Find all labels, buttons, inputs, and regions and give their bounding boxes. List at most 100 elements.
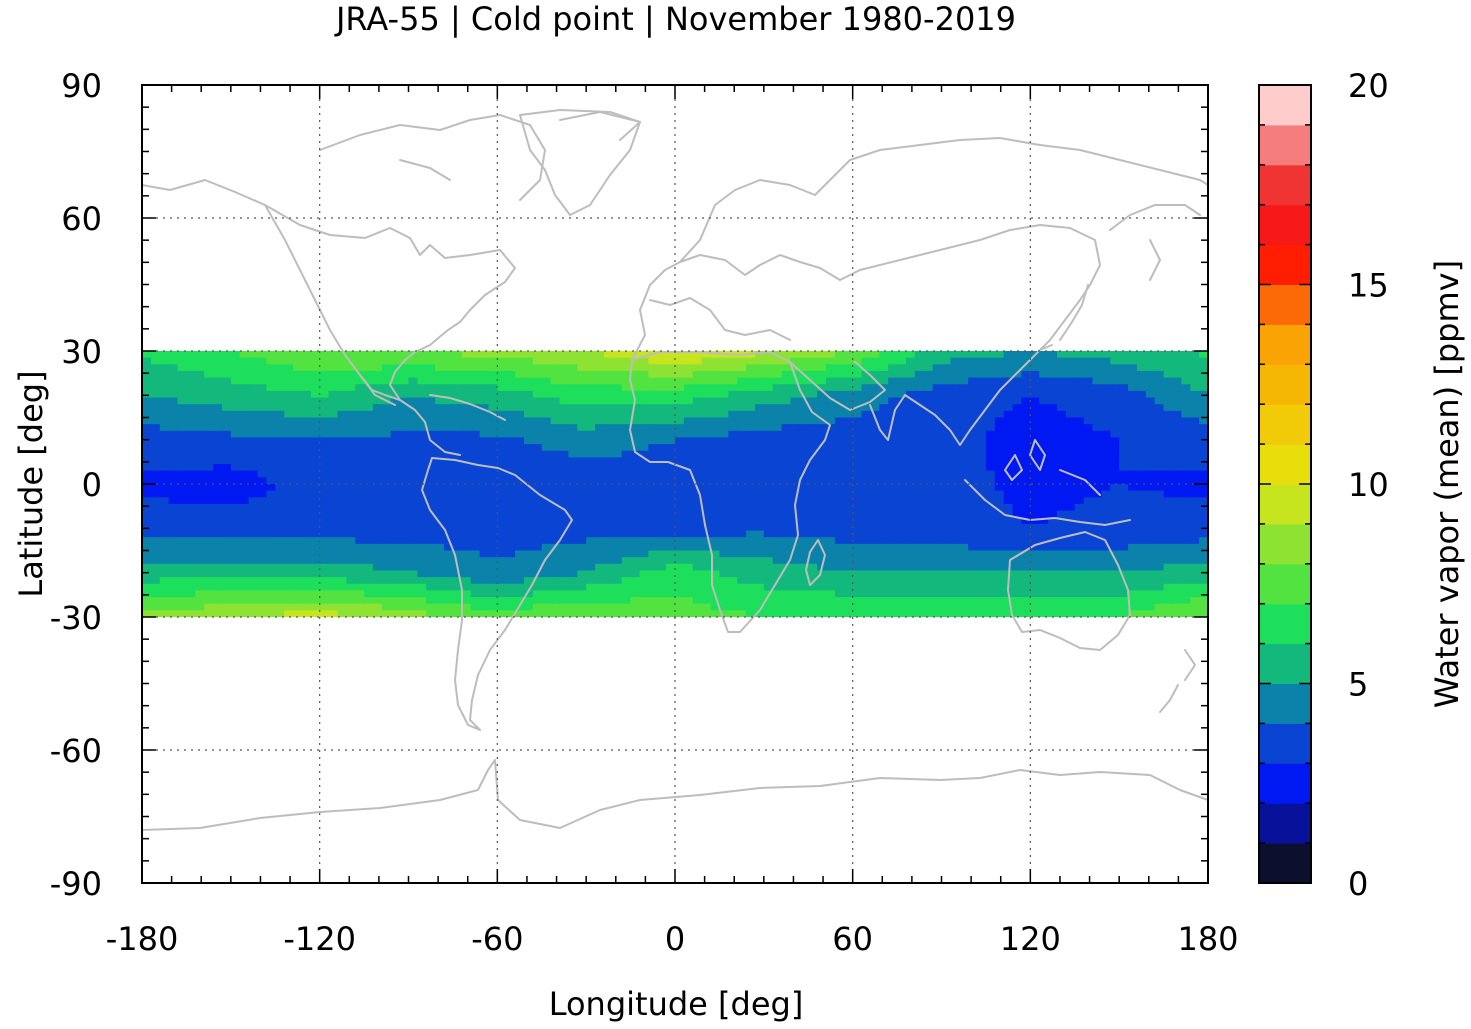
heatmap-cell xyxy=(648,557,658,565)
heatmap-cell xyxy=(239,417,250,425)
heatmap-cell xyxy=(159,510,170,518)
heatmap-cell xyxy=(479,404,490,412)
heatmap-cell xyxy=(1119,470,1129,478)
heatmap-cell xyxy=(861,557,872,565)
heatmap-cell xyxy=(293,390,303,399)
heatmap-cell xyxy=(444,384,454,392)
heatmap-cell xyxy=(1128,457,1138,465)
heatmap-cell xyxy=(799,430,809,439)
heatmap-cell xyxy=(1083,470,1094,478)
heatmap-cell xyxy=(506,404,516,412)
heatmap-cell xyxy=(1074,457,1085,465)
heatmap-cell xyxy=(959,503,969,512)
heatmap-cell xyxy=(1048,590,1058,598)
heatmap-cell xyxy=(239,563,250,572)
heatmap-cell xyxy=(532,424,543,432)
heatmap-cell xyxy=(1101,517,1111,525)
heatmap-cell xyxy=(772,444,783,452)
heatmap-cell xyxy=(523,424,534,432)
heatmap-cell xyxy=(248,497,259,505)
heatmap-cell xyxy=(861,417,872,425)
heatmap-cell xyxy=(1145,603,1156,611)
heatmap-cell xyxy=(932,377,943,385)
heatmap-cell xyxy=(808,351,818,359)
heatmap-cell xyxy=(683,417,694,425)
heatmap-cell xyxy=(532,484,543,492)
heatmap-cell xyxy=(914,450,925,458)
heatmap-cell xyxy=(1056,550,1067,558)
heatmap-cell xyxy=(355,437,365,445)
heatmap-cell xyxy=(186,397,196,405)
heatmap-cell xyxy=(275,364,285,372)
heatmap-cell xyxy=(230,497,241,505)
heatmap-cell xyxy=(1065,563,1076,572)
heatmap-cell xyxy=(914,430,925,439)
heatmap-cell xyxy=(364,484,374,492)
heatmap-cell xyxy=(168,377,179,385)
heatmap-cell xyxy=(381,377,392,385)
heatmap-cell xyxy=(435,424,445,432)
heatmap-cell xyxy=(834,484,845,492)
heatmap-cell xyxy=(905,577,916,585)
heatmap-cell xyxy=(621,484,632,492)
heatmap-cell xyxy=(248,590,259,598)
heatmap-cell xyxy=(159,523,170,532)
heatmap-cell xyxy=(248,570,259,578)
heatmap-cell xyxy=(266,404,276,412)
heatmap-cell xyxy=(257,457,267,465)
heatmap-cell xyxy=(1039,543,1049,552)
heatmap-cell xyxy=(346,377,356,385)
heatmap-cell xyxy=(1065,603,1076,611)
heatmap-cell xyxy=(186,510,196,518)
heatmap-cell xyxy=(994,470,1005,478)
heatmap-cell xyxy=(204,351,214,359)
heatmap-cell xyxy=(914,537,925,545)
heatmap-cell xyxy=(461,397,472,405)
heatmap-cell xyxy=(1110,490,1120,498)
heatmap-cell xyxy=(843,517,854,525)
heatmap-cell xyxy=(1101,470,1111,478)
heatmap-cell xyxy=(692,610,703,617)
heatmap-cell xyxy=(372,430,383,439)
heatmap-cell xyxy=(541,390,552,399)
heatmap-cell xyxy=(1056,577,1067,585)
heatmap-cell xyxy=(950,490,960,498)
heatmap-cell xyxy=(186,570,196,578)
heatmap-cell xyxy=(1092,397,1102,405)
heatmap-cell xyxy=(861,610,872,617)
heatmap-cell xyxy=(488,444,498,452)
heatmap-cell xyxy=(204,550,214,558)
heatmap-cell xyxy=(719,583,729,591)
heatmap-cell xyxy=(568,444,578,452)
heatmap-cell xyxy=(861,470,872,478)
heatmap-cell xyxy=(657,444,667,452)
heatmap-cell xyxy=(817,370,827,379)
heatmap-cell xyxy=(790,410,800,419)
heatmap-cell xyxy=(612,550,623,558)
heatmap-cell xyxy=(1074,497,1085,505)
heatmap-cell xyxy=(213,357,223,365)
heatmap-cell xyxy=(568,583,578,591)
heatmap-cell xyxy=(826,370,836,379)
heatmap-cell xyxy=(328,397,339,405)
heatmap-cell xyxy=(1074,470,1085,478)
heatmap-cell xyxy=(630,464,641,472)
heatmap-cell xyxy=(737,610,747,617)
heatmap-cell xyxy=(452,610,463,617)
heatmap-cell xyxy=(275,523,285,532)
heatmap-cell xyxy=(897,370,907,379)
heatmap-cell xyxy=(452,570,463,578)
heatmap-cell xyxy=(293,484,303,492)
heatmap-cell xyxy=(426,450,436,458)
heatmap-cell xyxy=(470,444,481,452)
heatmap-cell xyxy=(319,410,330,419)
heatmap-cell xyxy=(159,537,170,545)
heatmap-cell xyxy=(1190,470,1200,478)
heatmap-cell xyxy=(506,597,516,605)
heatmap-cell xyxy=(390,490,401,498)
heatmap-cell xyxy=(1145,610,1156,617)
heatmap-cell xyxy=(923,417,934,425)
heatmap-cell xyxy=(692,563,703,572)
heatmap-cell xyxy=(310,404,321,412)
heatmap-cell xyxy=(159,410,170,419)
